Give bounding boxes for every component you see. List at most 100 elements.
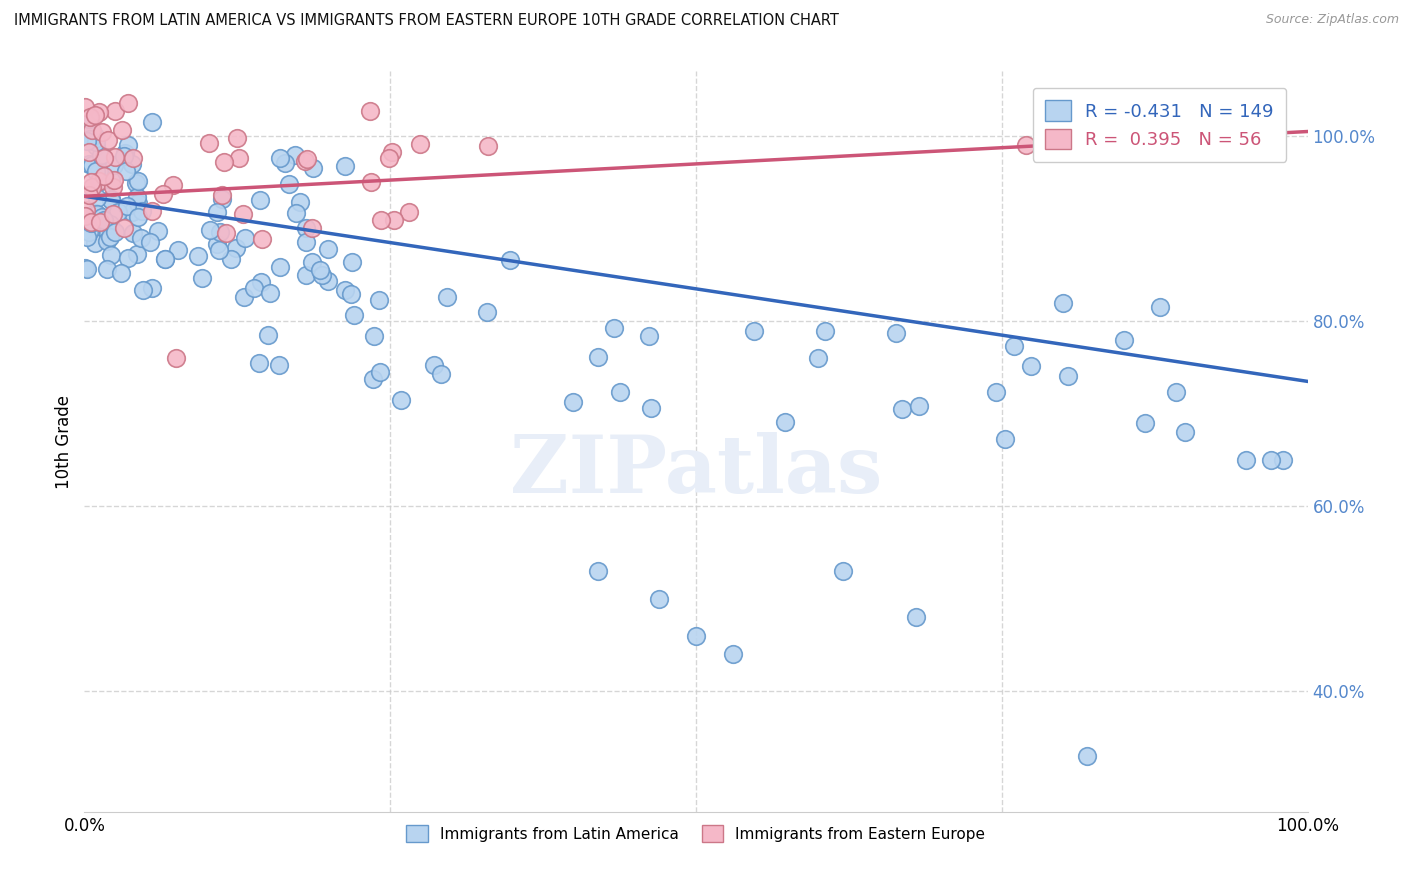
Point <box>208 225 231 239</box>
Point <box>295 235 318 249</box>
Point <box>422 358 444 372</box>
Point <box>211 193 233 207</box>
Point <box>318 274 340 288</box>
Point <box>884 326 907 341</box>
Point <box>233 230 256 244</box>
Point <box>90 148 112 162</box>
Point <box>84 139 107 153</box>
Point <box>381 145 404 159</box>
Point <box>301 255 323 269</box>
Point <box>73 209 96 223</box>
Point <box>742 324 765 338</box>
Point <box>285 205 308 219</box>
Point <box>100 193 122 207</box>
Point <box>986 384 1008 399</box>
Point <box>153 252 176 266</box>
Point <box>117 138 139 153</box>
Point <box>430 368 453 382</box>
Point <box>316 242 339 256</box>
Point <box>1174 129 1197 144</box>
Point <box>1021 359 1043 373</box>
Point <box>831 564 853 578</box>
Point <box>198 223 221 237</box>
Point <box>1236 111 1258 125</box>
Point <box>638 329 661 343</box>
Point <box>117 251 139 265</box>
Point <box>205 237 228 252</box>
Point <box>98 229 121 244</box>
Point <box>114 147 136 161</box>
Point <box>93 151 115 165</box>
Point <box>1088 129 1111 144</box>
Point <box>73 127 96 141</box>
Point <box>890 401 912 416</box>
Point <box>368 293 391 307</box>
Point <box>77 112 100 127</box>
Point <box>249 194 271 208</box>
Point <box>257 328 280 343</box>
Point <box>191 270 214 285</box>
Point <box>131 204 153 219</box>
Point <box>187 249 209 263</box>
Point <box>273 155 295 169</box>
Point <box>284 147 307 161</box>
Point <box>269 260 291 274</box>
Point <box>814 324 837 338</box>
Point <box>76 262 98 277</box>
Point <box>84 206 107 220</box>
Legend: Immigrants from Latin America, Immigrants from Eastern Europe: Immigrants from Latin America, Immigrant… <box>401 819 991 848</box>
Point <box>243 281 266 295</box>
Point <box>97 231 120 245</box>
Point <box>398 205 420 219</box>
Point <box>343 308 366 322</box>
Point <box>249 356 271 370</box>
Point <box>219 252 242 266</box>
Point <box>127 246 149 260</box>
Point <box>226 130 249 145</box>
Point <box>73 261 96 276</box>
Point <box>84 129 107 144</box>
Point <box>1166 385 1188 400</box>
Y-axis label: 10th Grade: 10th Grade <box>55 394 73 489</box>
Point <box>311 268 333 282</box>
Point <box>76 134 98 148</box>
Point <box>89 174 111 188</box>
Point <box>112 221 135 235</box>
Point <box>80 158 103 172</box>
Point <box>76 230 98 244</box>
Point <box>773 416 796 430</box>
Point <box>141 281 163 295</box>
Point <box>309 263 332 277</box>
Point <box>205 205 228 219</box>
Point <box>207 243 229 257</box>
Point <box>1133 417 1156 431</box>
Point <box>122 151 145 165</box>
Point <box>1057 368 1080 383</box>
Point <box>127 210 149 224</box>
Point <box>277 178 299 192</box>
Point <box>141 115 163 129</box>
Point <box>1272 453 1295 467</box>
Point <box>212 155 235 169</box>
Point <box>340 255 363 269</box>
Point <box>225 242 247 256</box>
Point <box>127 190 149 204</box>
Point <box>1076 749 1098 764</box>
Point <box>359 104 381 119</box>
Point <box>103 158 125 172</box>
Point <box>93 169 115 183</box>
Point <box>96 261 118 276</box>
Point <box>368 365 391 379</box>
Point <box>1114 333 1136 347</box>
Point <box>79 216 101 230</box>
Point <box>97 133 120 147</box>
Point <box>994 432 1017 446</box>
Point <box>162 178 184 193</box>
Point <box>228 151 250 165</box>
Point <box>112 149 135 163</box>
Point <box>115 199 138 213</box>
Point <box>111 123 134 137</box>
Point <box>197 136 219 150</box>
Point <box>146 224 169 238</box>
Point <box>80 128 103 142</box>
